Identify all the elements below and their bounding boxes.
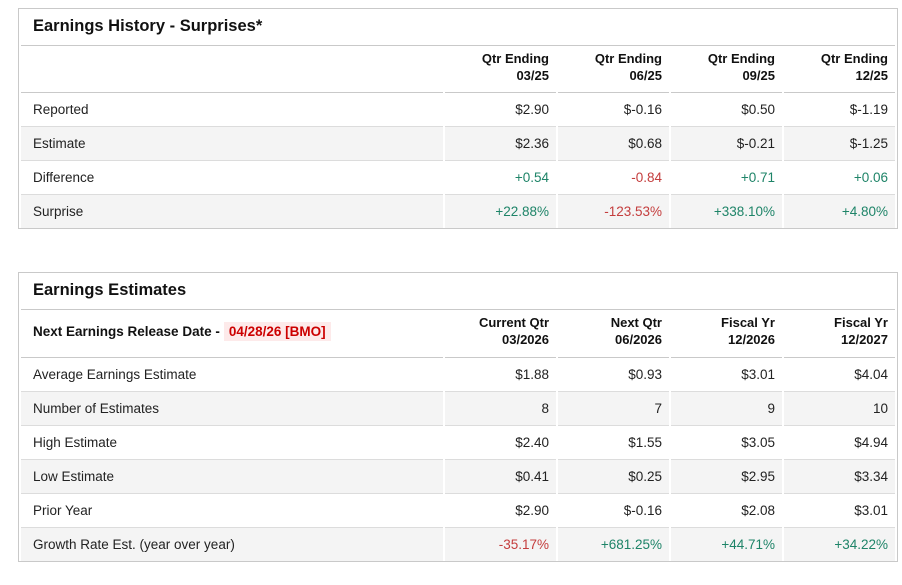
row-label: Growth Rate Est. (year over year) xyxy=(21,527,443,561)
cell-value: +681.25% xyxy=(558,527,669,561)
cell-value: +4.80% xyxy=(784,195,896,229)
earnings-history-title: Earnings History - Surprises* xyxy=(21,9,896,46)
cell-value: $0.25 xyxy=(558,459,669,494)
cell-value: $0.50 xyxy=(671,93,782,128)
row-label: High Estimate xyxy=(21,426,443,460)
cell-value: 9 xyxy=(671,391,782,426)
cell-value: +34.22% xyxy=(784,527,895,561)
col-header-line2: 12/25 xyxy=(855,67,889,83)
cell-value: +0.71 xyxy=(671,161,782,196)
earnings-history-table: Earnings History - Surprises* Qtr Ending… xyxy=(18,8,899,230)
cell-value: 7 xyxy=(558,391,669,426)
table-row: Reported $2.90 $-0.16 $0.50 $-1.19 xyxy=(21,93,896,128)
cell-value: $1.88 xyxy=(445,358,556,392)
release-date-value: 04/28/26 [BMO] xyxy=(223,322,331,342)
cell-value: $4.04 xyxy=(784,358,895,392)
history-col-header: Qtr Ending 03/25 xyxy=(445,46,556,94)
history-col-header: Qtr Ending 09/25 xyxy=(671,46,782,94)
row-label: Reported xyxy=(21,93,443,128)
history-col-header: Qtr Ending 12/25 xyxy=(784,46,896,94)
row-label: Low Estimate xyxy=(21,459,443,494)
cell-value: +0.06 xyxy=(784,161,896,196)
cell-value: 10 xyxy=(784,391,895,426)
earnings-estimates-table: Earnings Estimates Next Earnings Release… xyxy=(18,272,898,562)
cell-value: $-0.16 xyxy=(558,93,669,128)
history-header-row: Qtr Ending 03/25 Qtr Ending 06/25 Qtr En… xyxy=(21,46,896,94)
estimates-col-header: Next Qtr 06/2026 xyxy=(558,310,669,358)
earnings-footnote: *Earnings numbers reflect diluted earnin… xyxy=(18,583,884,585)
cell-value: $-0.16 xyxy=(558,494,669,528)
estimates-col-header: Fiscal Yr 12/2027 xyxy=(784,310,895,358)
cell-value: $3.01 xyxy=(671,358,782,392)
earnings-estimates-title: Earnings Estimates xyxy=(21,273,895,311)
cell-value: $0.68 xyxy=(558,127,669,162)
row-label: Surprise xyxy=(21,195,443,229)
estimates-col-header: Current Qtr 03/2026 xyxy=(445,310,556,358)
table-row: Difference +0.54 -0.84 +0.71 +0.06 xyxy=(21,161,896,196)
cell-value: $0.41 xyxy=(445,459,556,494)
table-row: Prior Year $2.90 $-0.16 $2.08 $3.01 xyxy=(21,494,895,528)
table-row: Surprise +22.88% -123.53% +338.10% +4.80… xyxy=(21,195,896,229)
table-row: Average Earnings Estimate $1.88 $0.93 $3… xyxy=(21,358,895,392)
col-header-line2: 03/2026 xyxy=(502,331,549,347)
cell-value: $4.94 xyxy=(784,426,895,460)
table-title-row: Earnings Estimates xyxy=(21,273,895,311)
cell-value: 8 xyxy=(445,391,556,426)
cell-value: $-0.21 xyxy=(671,127,782,162)
cell-value: $1.55 xyxy=(558,426,669,460)
cell-value: +44.71% xyxy=(671,527,782,561)
cell-value: $0.93 xyxy=(558,358,669,392)
col-header-line1: Current Qtr xyxy=(478,315,549,331)
row-label: Difference xyxy=(21,161,443,196)
col-header-line2: 09/25 xyxy=(742,67,775,83)
table-row: Growth Rate Est. (year over year) -35.17… xyxy=(21,527,895,561)
col-header-line1: Fiscal Yr xyxy=(721,315,775,331)
cell-value: $3.05 xyxy=(671,426,782,460)
estimates-col-header: Fiscal Yr 12/2026 xyxy=(671,310,782,358)
table-row: Low Estimate $0.41 $0.25 $2.95 $3.34 xyxy=(21,459,895,494)
row-label: Estimate xyxy=(21,127,443,162)
cell-value: -0.84 xyxy=(558,161,669,196)
history-col-header: Qtr Ending 06/25 xyxy=(558,46,669,94)
col-header-line2: 12/2026 xyxy=(728,331,775,347)
cell-value: $2.36 xyxy=(445,127,556,162)
row-label: Number of Estimates xyxy=(21,391,443,426)
col-header-line2: 06/2026 xyxy=(615,331,662,347)
release-date-label: Next Earnings Release Date - xyxy=(33,324,220,340)
table-row: High Estimate $2.40 $1.55 $3.05 $4.94 xyxy=(21,426,895,460)
next-earnings-release: Next Earnings Release Date -04/28/26 [BM… xyxy=(21,310,443,358)
col-header-line1: Qtr Ending xyxy=(820,51,889,66)
row-label: Average Earnings Estimate xyxy=(21,358,443,392)
col-header-line2: 06/25 xyxy=(629,67,662,83)
table-title-row: Earnings History - Surprises* xyxy=(21,9,896,46)
cell-value: -123.53% xyxy=(558,195,669,229)
table-row: Number of Estimates 8 7 9 10 xyxy=(21,391,895,426)
cell-value: $-1.19 xyxy=(784,93,896,128)
col-header-line1: Fiscal Yr xyxy=(834,315,888,331)
cell-value: -35.17% xyxy=(445,527,556,561)
cell-value: +22.88% xyxy=(445,195,556,229)
col-header-line1: Qtr Ending xyxy=(481,51,549,66)
cell-value: $2.95 xyxy=(671,459,782,494)
cell-value: $2.08 xyxy=(671,494,782,528)
cell-value: $2.90 xyxy=(445,494,556,528)
estimates-header-row: Next Earnings Release Date -04/28/26 [BM… xyxy=(21,310,895,358)
col-header-line1: Qtr Ending xyxy=(594,51,662,66)
col-header-line1: Qtr Ending xyxy=(707,51,775,66)
row-label: Prior Year xyxy=(21,494,443,528)
table-row: Estimate $2.36 $0.68 $-0.21 $-1.25 xyxy=(21,127,896,162)
col-header-line2: 03/25 xyxy=(516,67,549,83)
cell-value: $-1.25 xyxy=(784,127,896,162)
history-header-empty xyxy=(21,46,443,94)
cell-value: $2.90 xyxy=(445,93,556,128)
cell-value: +338.10% xyxy=(671,195,782,229)
cell-value: $3.01 xyxy=(784,494,895,528)
cell-value: $3.34 xyxy=(784,459,895,494)
cell-value: $2.40 xyxy=(445,426,556,460)
col-header-line2: 12/2027 xyxy=(841,331,888,347)
col-header-line1: Next Qtr xyxy=(610,315,662,331)
cell-value: +0.54 xyxy=(445,161,556,196)
